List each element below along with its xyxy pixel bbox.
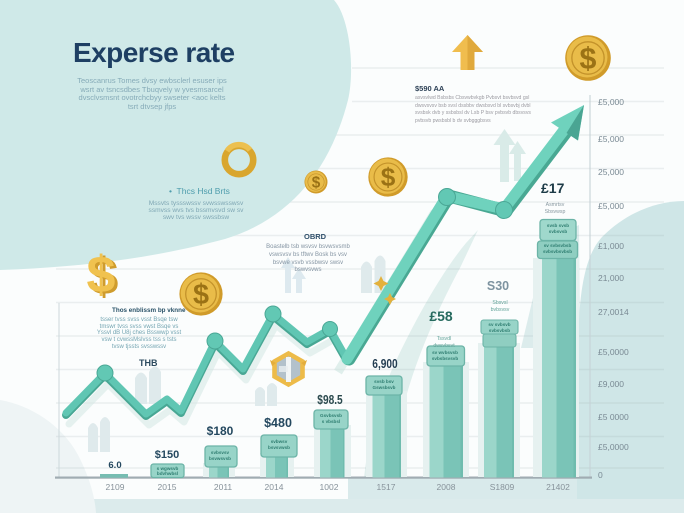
- svg-text:$: $: [87, 246, 116, 304]
- svg-text:$: $: [90, 248, 119, 306]
